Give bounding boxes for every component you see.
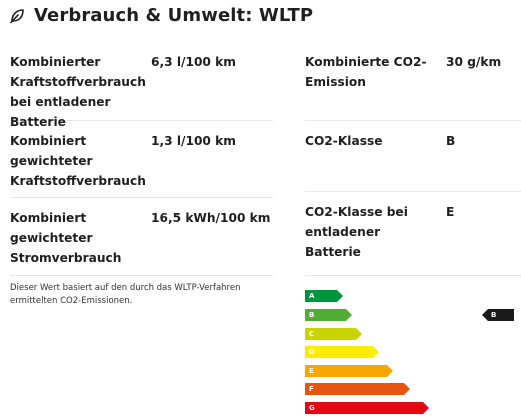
co2-class-letter: A bbox=[305, 290, 337, 302]
spec-value: 1,3 l/100 km bbox=[151, 134, 236, 148]
co2-class-bar-e: E bbox=[305, 365, 393, 377]
spec-label: Kombinierte CO2-Emission bbox=[305, 55, 427, 89]
co2-class-bar-c: C bbox=[305, 328, 362, 340]
spec-value: E bbox=[446, 205, 455, 219]
spec-row: Kombinierte CO2-Emission 30 g/km bbox=[305, 36, 521, 121]
bar-arrow-tip bbox=[337, 290, 343, 302]
spec-label: Kombiniert gewichteter Stromverbrauch bbox=[10, 211, 122, 265]
co2-class-bar-b: B bbox=[305, 309, 352, 321]
bar-arrow-tip bbox=[404, 383, 410, 395]
current-class-indicator: B bbox=[482, 309, 514, 321]
co2-class-letter: E bbox=[305, 365, 387, 377]
spec-row: Kombiniert gewichteter Stromverbrauch 16… bbox=[10, 198, 273, 276]
spec-row: CO2-Klasse bei entladener Batterie E bbox=[305, 192, 521, 276]
spec-label: CO2-Klasse bbox=[305, 134, 383, 148]
page-title: Verbrauch & Umwelt: WLTP bbox=[34, 5, 314, 26]
spec-value: 16,5 kWh/100 km bbox=[151, 211, 271, 225]
right-spec-column: Kombinierte CO2-Emission 30 g/km CO2-Kla… bbox=[305, 36, 521, 276]
bar-arrow-tip bbox=[373, 346, 379, 358]
co2-class-letter: D bbox=[305, 346, 373, 358]
co2-class-bar-a: A bbox=[305, 290, 343, 302]
co2-class-label: A B C D E F G B bbox=[305, 290, 520, 415]
spec-value: B bbox=[446, 134, 456, 148]
left-spec-column: Kombinierter Kraftstoffverbrauch bei ent… bbox=[10, 36, 273, 276]
current-class-letter: B bbox=[488, 309, 514, 321]
spec-label: Kombinierter Kraftstoffverbrauch bei ent… bbox=[10, 55, 146, 129]
co2-class-letter: C bbox=[305, 328, 356, 340]
co2-class-letter: F bbox=[305, 383, 404, 395]
spec-row: Kombiniert gewichteter Kraftstoffverbrau… bbox=[10, 121, 273, 198]
bar-arrow-tip bbox=[356, 328, 362, 340]
spec-label: Kombiniert gewichteter Kraftstoffverbrau… bbox=[10, 134, 146, 188]
wltp-note: Dieser Wert basiert auf den durch das WL… bbox=[10, 283, 241, 306]
spec-value: 30 g/km bbox=[446, 55, 502, 69]
spec-value: 6,3 l/100 km bbox=[151, 55, 236, 69]
section-header: Verbrauch & Umwelt: WLTP bbox=[8, 4, 313, 28]
co2-class-bar-d: D bbox=[305, 346, 379, 358]
spec-label: CO2-Klasse bei entladener Batterie bbox=[305, 205, 408, 259]
co2-class-letter: B bbox=[305, 309, 346, 321]
spec-row: CO2-Klasse B bbox=[305, 121, 521, 192]
co2-class-letter: G bbox=[305, 402, 423, 414]
bar-arrow-tip bbox=[346, 309, 352, 321]
co2-class-bar-f: F bbox=[305, 383, 410, 395]
leaf-icon bbox=[8, 7, 26, 25]
spec-row: Kombinierter Kraftstoffverbrauch bei ent… bbox=[10, 36, 273, 129]
indicator-arrow-tip bbox=[482, 309, 488, 321]
bar-arrow-tip bbox=[423, 402, 429, 414]
bar-arrow-tip bbox=[387, 365, 393, 377]
co2-class-bar-g: G bbox=[305, 402, 429, 414]
